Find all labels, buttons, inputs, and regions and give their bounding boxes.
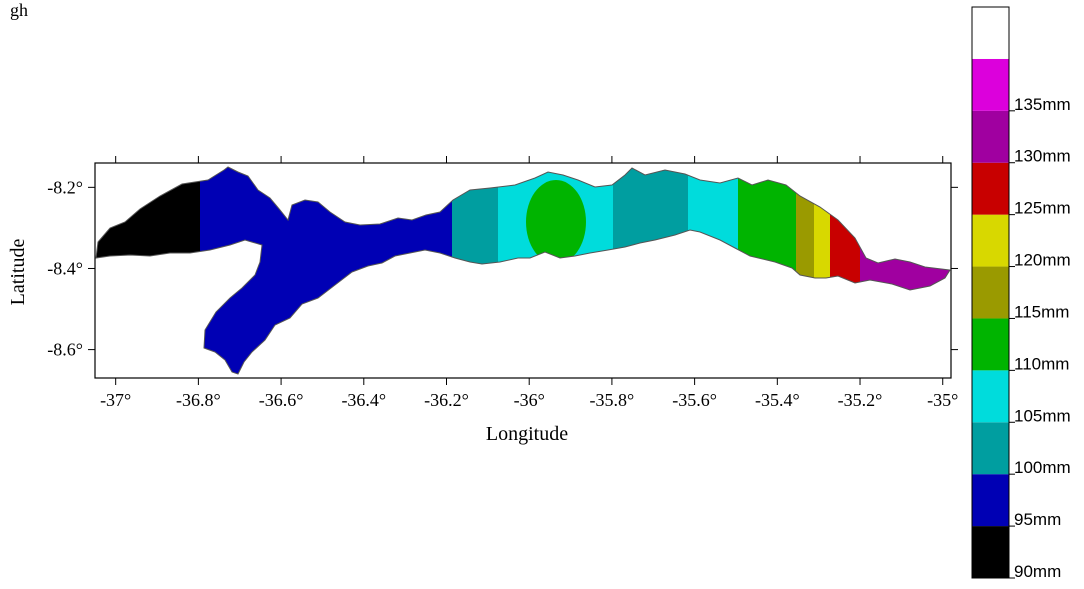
legend-swatch bbox=[972, 162, 1009, 215]
legend-label: 110mm bbox=[1014, 354, 1069, 373]
legend-swatch bbox=[972, 110, 1009, 163]
x-tick-label: -35° bbox=[927, 390, 958, 410]
x-tick-label: -36.6° bbox=[259, 390, 304, 410]
y-tick-label: -8.4° bbox=[47, 258, 83, 278]
legend-label: 105mm bbox=[1014, 406, 1071, 425]
legend-label: 130mm bbox=[1014, 147, 1071, 166]
legend-label: 100mm bbox=[1014, 458, 1071, 477]
legend-swatch bbox=[972, 474, 1009, 527]
legend-swatch bbox=[972, 7, 1009, 59]
x-tick-label: -36.2° bbox=[424, 390, 469, 410]
zone-110mm-core bbox=[526, 180, 586, 264]
zone-125mm bbox=[830, 167, 860, 374]
color-legend: 90mm 95mm 100mm 105mm 110mm 115mm 120mm 125mm 13… bbox=[971, 6, 1071, 581]
x-axis: -37° -36.8° -36.6° -36.4° -36.2° -36° -35.8° -3… bbox=[100, 156, 958, 410]
region-zones bbox=[96, 167, 950, 374]
legend-swatch bbox=[972, 266, 1009, 319]
legend-label: 135mm bbox=[1014, 95, 1071, 114]
legend-swatch bbox=[972, 370, 1009, 423]
legend-label: 120mm bbox=[1014, 251, 1071, 270]
zone-115mm bbox=[796, 167, 814, 374]
region-outline bbox=[95, 166, 951, 375]
zone-120mm bbox=[814, 167, 830, 374]
y-tick-label: -8.6° bbox=[47, 340, 83, 360]
legend-label: 125mm bbox=[1014, 199, 1071, 218]
legend-swatch bbox=[972, 214, 1009, 267]
legend-swatch bbox=[972, 422, 1009, 475]
zone-100mm-b bbox=[613, 167, 688, 374]
x-tick-label: -36.8° bbox=[176, 390, 221, 410]
zone-100mm-a bbox=[452, 167, 498, 374]
caption-fragment: gh bbox=[10, 0, 28, 20]
legend-label: 90mm bbox=[1014, 562, 1061, 581]
x-tick-label: -36° bbox=[514, 390, 545, 410]
legend-swatch bbox=[972, 526, 1009, 578]
x-tick-label: -36.4° bbox=[341, 390, 386, 410]
legend-swatch bbox=[972, 58, 1009, 111]
y-axis-title: Latitude bbox=[7, 239, 29, 306]
x-tick-label: -35.6° bbox=[672, 390, 717, 410]
y-axis: -8.2° -8.4° -8.6° bbox=[47, 177, 958, 360]
x-tick-label: -35.8° bbox=[590, 390, 635, 410]
x-axis-title: Longitude bbox=[486, 423, 568, 445]
plot-frame bbox=[94, 162, 952, 379]
x-tick-label: -35.4° bbox=[755, 390, 800, 410]
legend-label: 115mm bbox=[1014, 302, 1069, 321]
y-tick-label: -8.2° bbox=[47, 177, 83, 197]
zone-105mm-b bbox=[688, 167, 738, 374]
x-tick-label: -37° bbox=[100, 390, 131, 410]
legend-label: 95mm bbox=[1014, 510, 1061, 529]
legend-swatch bbox=[972, 318, 1009, 371]
x-tick-label: -35.2° bbox=[838, 390, 883, 410]
zone-130mm bbox=[860, 167, 950, 374]
legend-border bbox=[971, 6, 1010, 579]
